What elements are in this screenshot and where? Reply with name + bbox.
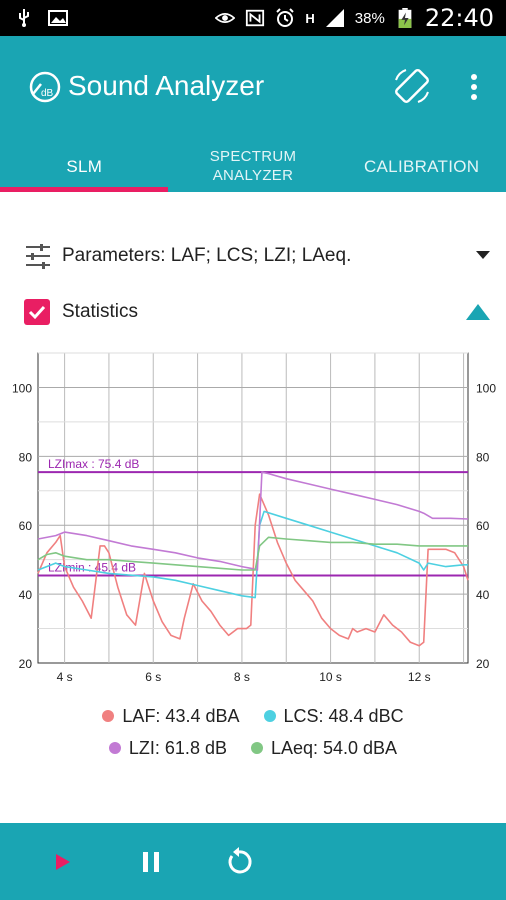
app-logo-icon: dB [29,71,61,103]
statistics-checkbox[interactable] [24,299,50,325]
tab-indicator [0,187,168,192]
y-tick-label-right: 40 [476,588,490,602]
dropdown-arrow-icon[interactable] [476,251,490,261]
pause-icon[interactable] [136,847,166,877]
legend-item-lzi: LZI: 61.8 dB [108,737,227,759]
collapse-arrow-icon[interactable] [466,302,490,322]
sliders-icon [26,244,50,269]
battery-percent: 38% [354,9,385,27]
lzi-min-label: LZImin : 45.4 dB [48,561,136,575]
series-line-laf [37,493,469,647]
tab-calibration[interactable]: CALIBRATION [363,156,480,176]
tab-spectrum-analyzer[interactable]: SPECTRUM ANALYZER [169,140,338,192]
play-icon[interactable] [48,847,78,877]
sound-level-chart: 20 20 40 40 60 60 80 80 100 100 4 s 6 s 8 s 10 s 12 s L… [12,352,496,684]
y-tick-label-right: 100 [476,381,496,395]
y-tick-label-left: 60 [19,519,33,533]
lzi-max-label: LZImax : 75.4 dB [48,457,139,471]
y-tick-label-right: 80 [476,450,490,464]
statistics-row: Statistics [24,296,490,328]
clock: 22:40 [424,4,494,32]
app-bar: dB Sound Analyzer [0,36,506,140]
playback-controls [0,823,506,900]
tab-spectrum-analyzer-label: SPECTRUM ANALYZER [209,148,297,184]
y-tick-label-left: 80 [19,450,33,464]
legend-label-laeq: LAeq: 54.0 dBA [270,737,398,758]
y-tick-label-right: 60 [476,519,490,533]
alarm-icon [276,8,295,27]
x-tick-label: 6 s [145,670,161,684]
legend-row-2: LZI: 61.8 dB LAeq: 54.0 dBA [0,732,506,764]
battery-charging-icon [398,8,412,28]
legend-label-lcs: LCS: 48.4 dBC [283,705,404,726]
y-tick-label-left: 40 [19,588,33,602]
y-tick-label-left: 20 [19,657,33,671]
plot-area [37,352,469,664]
series-line-lzi [37,471,469,571]
tab-slm[interactable]: SLM [66,156,103,176]
statistics-label: Statistics [62,301,139,322]
y-tick-label-left: 100 [12,381,32,395]
legend-dot-lzi [108,742,121,754]
x-tick-label: 10 s [319,670,342,684]
x-tick-label: 8 s [234,670,250,684]
legend-item-lcs: LCS: 48.4 dBC [263,705,404,727]
eye-icon [215,13,236,23]
legend-dot-lcs [263,710,276,722]
check-icon [28,305,46,320]
usb-icon [19,9,29,27]
nfc-icon [246,9,265,27]
app-title: Sound Analyzer [68,70,265,101]
gallery-icon [48,10,68,26]
series-line-laeq [37,536,468,571]
parameters-selector[interactable]: Parameters: LAF; LCS; LZI; LAeq. [24,238,490,274]
screen-rotation-icon[interactable] [392,66,432,106]
chart-legend: LAF: 43.4 dBA LCS: 48.4 dBC LZI: 61.8 dB… [0,700,506,764]
legend-dot-laf [102,710,115,722]
x-tick-label: 12 s [408,670,431,684]
parameters-label: Parameters: LAF; LCS; LZI; LAeq. [62,245,352,266]
tab-bar: SLM SPECTRUM ANALYZER CALIBRATION [0,140,506,192]
signal-icon [325,9,344,27]
legend-label-laf: LAF: 43.4 dBA [122,705,240,726]
x-tick-label: 4 s [57,670,73,684]
network-type-label: H [305,10,315,26]
overflow-menu-icon[interactable] [464,72,484,102]
legend-item-laeq: LAeq: 54.0 dBA [250,737,398,759]
y-tick-label-right: 20 [476,657,490,671]
legend-row-1: LAF: 43.4 dBA LCS: 48.4 dBC [0,700,506,732]
legend-dot-laeq [250,742,263,754]
app-logo-text: dB [41,88,54,99]
status-bar: H 38% 22:40 [0,0,506,36]
legend-item-laf: LAF: 43.4 dBA [102,705,240,727]
legend-label-lzi: LZI: 61.8 dB [128,737,227,758]
reset-icon[interactable] [224,847,254,877]
series-line-lcs [37,510,468,599]
